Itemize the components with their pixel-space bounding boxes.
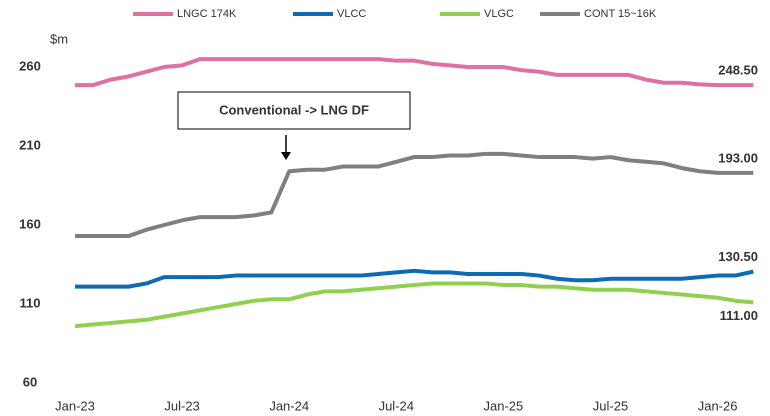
x-tick-label: Jul-23 [164, 398, 199, 413]
x-tick-label: Jan-25 [484, 398, 524, 413]
x-tick-label: Jan-23 [55, 398, 95, 413]
series-line [75, 151, 754, 239]
legend-label: LNGC 174K [177, 8, 237, 20]
y-axis-label: $m [50, 31, 68, 46]
legend-label: VLCC [337, 8, 366, 20]
value-label: 193.00 [718, 150, 758, 165]
value-label: 248.50 [718, 63, 758, 78]
annotation-arrowhead [281, 152, 291, 160]
x-tick-label: Jul-24 [379, 398, 414, 413]
legend-label: CONT 15~16K [584, 8, 657, 20]
legend-label: VLGC [484, 8, 514, 20]
y-tick-label: 210 [19, 137, 41, 152]
x-tick-label: Jul-25 [593, 398, 628, 413]
y-tick-label: 60 [23, 374, 37, 389]
value-label: 130.50 [718, 249, 758, 264]
x-tick-label: Jan-24 [269, 398, 309, 413]
series-line [74, 281, 754, 329]
y-tick-label: 160 [19, 216, 41, 231]
value-label: 111.00 [720, 308, 758, 323]
series-line [75, 268, 754, 289]
annotation-box [177, 91, 411, 130]
series-line [75, 57, 754, 88]
y-tick-label: 110 [20, 295, 41, 310]
x-tick-label: Jan-26 [698, 398, 738, 413]
y-tick-label: 260 [19, 58, 41, 73]
annotation: Conventional -> LNG DF [219, 102, 369, 117]
